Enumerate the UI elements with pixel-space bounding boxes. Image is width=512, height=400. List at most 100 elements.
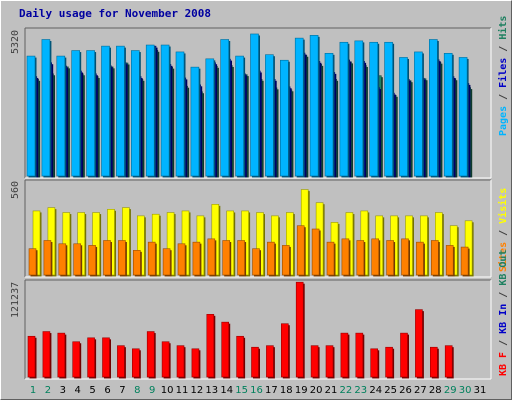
- x-tick-day-20: 20: [310, 385, 323, 396]
- legend-hits: Hits: [497, 16, 509, 40]
- bar-kbf-day-26: [400, 332, 408, 378]
- bar-sites-day-8: [133, 250, 141, 276]
- bar-kbf-day-8: [132, 348, 140, 378]
- legend-kbf: KB F: [498, 352, 509, 376]
- bar-sites-day-15: [237, 240, 245, 276]
- bar-sites-day-12: [192, 241, 201, 276]
- x-tick-day-19: 19: [295, 385, 308, 396]
- bar-sites-day-23: [356, 240, 365, 276]
- bar-sites-day-3: [58, 243, 67, 276]
- legend-visitors: Sites / Visits: [497, 188, 509, 272]
- bar-sites-day-29: [445, 245, 454, 276]
- x-tick-day-15: 15: [235, 385, 248, 396]
- x-tick-day-17: 17: [265, 385, 278, 396]
- bar-sites-day-22: [341, 238, 350, 276]
- bar-kbf-day-15: [236, 335, 244, 378]
- bar-hits-day-30: [458, 57, 468, 177]
- bar-hits-day-10: [160, 44, 170, 177]
- x-tick-day-8: 8: [134, 385, 140, 396]
- x-tick-day-14: 14: [220, 385, 233, 396]
- x-tick-day-13: 13: [205, 385, 218, 396]
- bar-kbf-day-23: [355, 332, 364, 378]
- bar-hits-day-20: [309, 35, 319, 177]
- bar-sites-day-16: [252, 248, 260, 276]
- bar-hits-day-3: [56, 55, 66, 177]
- bar-hits-day-17: [265, 54, 274, 177]
- bar-kbf-day-19: [295, 281, 304, 378]
- bar-kbf-day-1: [27, 335, 36, 378]
- bar-sites-day-10: [162, 248, 171, 276]
- bar-sites-day-13: [207, 238, 216, 276]
- legend-visits: Visits: [497, 188, 509, 224]
- legend-kbout: KB Out: [498, 250, 509, 286]
- chart-title: Daily usage for November 2008: [19, 7, 212, 20]
- bar-sites-day-4: [73, 243, 81, 276]
- x-tick-labels: 1 2 3 4 5 6 7 8 9 10 11 12 13 14 15 16 17 18 19 20 21 22 23 24 2…: [30, 385, 487, 396]
- bar-sites-day-27: [416, 241, 424, 276]
- bar-sites-day-28: [430, 240, 439, 276]
- legend-requests: Pages / Files / Hits: [497, 16, 509, 136]
- x-tick-day-5: 5: [89, 385, 95, 396]
- bar-hits-day-9: [145, 44, 155, 177]
- bar-sites-day-1: [28, 248, 37, 276]
- ymax-label-requests: 5320: [10, 30, 21, 54]
- x-tick-day-29: 29: [444, 385, 457, 396]
- bar-sites-day-19: [296, 225, 305, 276]
- bar-sites-day-21: [326, 241, 335, 276]
- bar-kbf-day-24: [370, 348, 379, 378]
- x-tick-day-11: 11: [176, 385, 189, 396]
- bar-sites-day-17: [267, 241, 275, 276]
- x-tick-day-3: 3: [60, 385, 66, 396]
- x-tick-day-30: 30: [459, 385, 472, 396]
- bar-sites-day-14: [222, 240, 230, 276]
- bar-sites-day-6: [103, 240, 111, 276]
- bar-kbf-day-3: [57, 332, 66, 378]
- bar-hits-day-25: [384, 41, 393, 177]
- bar-kbf-day-7: [117, 345, 125, 378]
- bar-hits-day-18: [279, 59, 289, 177]
- bar-kbf-day-5: [87, 337, 95, 378]
- bar-sites-day-5: [88, 245, 96, 276]
- bar-sites-day-2: [43, 240, 52, 276]
- bar-sites-day-11: [177, 243, 186, 276]
- bar-kbf-day-6: [102, 337, 110, 378]
- bar-kbf-day-10: [161, 341, 170, 378]
- x-tick-day-28: 28: [429, 385, 442, 396]
- bar-hits-day-27: [414, 51, 423, 177]
- bar-kbf-day-27: [415, 309, 423, 378]
- bar-sites-day-20: [311, 228, 320, 276]
- x-tick-day-10: 10: [161, 385, 174, 396]
- bar-hits-day-8: [131, 50, 140, 177]
- x-tick-day-25: 25: [384, 385, 397, 396]
- x-tick-day-6: 6: [104, 385, 110, 396]
- x-tick-day-26: 26: [399, 385, 412, 396]
- x-tick-day-9: 9: [149, 385, 155, 396]
- bar-kbf-day-20: [310, 345, 319, 378]
- x-tick-day-23: 23: [354, 385, 367, 396]
- bar-sites-day-18: [281, 245, 290, 276]
- bar-kbf-day-16: [251, 346, 259, 378]
- bar-hits-day-7: [116, 45, 125, 177]
- bar-hits-day-24: [369, 41, 379, 177]
- x-tick-day-27: 27: [414, 385, 427, 396]
- bar-hits-day-2: [41, 39, 51, 177]
- bar-kbf-day-22: [340, 332, 349, 378]
- x-tick-day-1: 1: [30, 385, 36, 396]
- bar-kbf-day-18: [280, 323, 289, 378]
- x-tick-day-24: 24: [369, 385, 382, 396]
- bar-kbf-day-17: [266, 345, 274, 378]
- bar-hits-day-1: [26, 55, 36, 177]
- bar-kbf-day-28: [429, 346, 438, 378]
- bar-hits-day-5: [86, 50, 95, 177]
- bar-sites-day-26: [401, 238, 409, 276]
- bar-hits-day-11: [175, 51, 185, 177]
- bar-kbf-day-12: [191, 348, 200, 378]
- ymax-label-visitors: 560: [10, 181, 21, 199]
- legend-sites: Sites: [497, 242, 509, 272]
- bars-layer: [26, 33, 474, 379]
- bar-kbf-day-4: [72, 341, 80, 378]
- x-tick-day-2: 2: [45, 385, 51, 396]
- bar-hits-day-12: [190, 66, 200, 177]
- bar-hits-day-14: [220, 39, 229, 177]
